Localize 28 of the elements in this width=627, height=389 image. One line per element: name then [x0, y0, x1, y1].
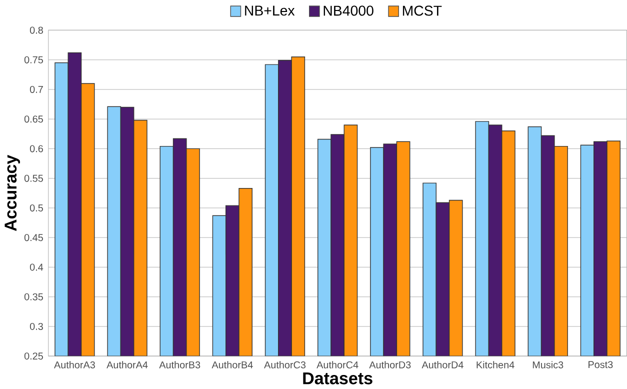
- x-tick-label: AuthorA3: [54, 361, 95, 368]
- x-tick-label: AuthorA4: [106, 361, 148, 368]
- y-tick-label: 0.25: [24, 352, 43, 360]
- x-tick-label: AuthorC4: [316, 361, 358, 368]
- legend-label: NB+Lex: [245, 6, 295, 16]
- y-axis-title: Accuracy: [4, 154, 20, 232]
- y-tick-label: 0.45: [24, 234, 43, 242]
- x-tick-label: AuthorB4: [212, 361, 253, 368]
- legend-label: NB4000: [324, 6, 374, 16]
- y-tick-label: 0.6: [30, 145, 43, 152]
- x-tick-label: AuthorD4: [422, 361, 464, 368]
- y-tick-label: 0.7: [30, 86, 43, 93]
- y-tick-label: 0.75: [24, 56, 43, 64]
- x-tick-label: AuthorB3: [159, 361, 200, 368]
- legend-label: MCST: [402, 6, 442, 16]
- y-tick-label: 0.55: [24, 174, 43, 182]
- y-tick-label: 0.35: [24, 293, 43, 300]
- x-tick-label: AuthorD3: [369, 361, 411, 368]
- y-tick-label: 0.5: [30, 204, 43, 212]
- y-tick-label: 0.4: [30, 264, 44, 271]
- y-tick-label: 0.8: [30, 26, 43, 34]
- x-tick-label: AuthorC3: [264, 361, 306, 368]
- x-tick-label: Kitchen4: [476, 361, 514, 368]
- x-tick-label: Post3: [588, 361, 613, 368]
- x-tick-label: Music3: [532, 361, 564, 368]
- y-tick-label: 0.3: [30, 322, 43, 330]
- x-axis-title: Datasets: [303, 372, 372, 384]
- y-tick-label: 0.65: [24, 116, 43, 123]
